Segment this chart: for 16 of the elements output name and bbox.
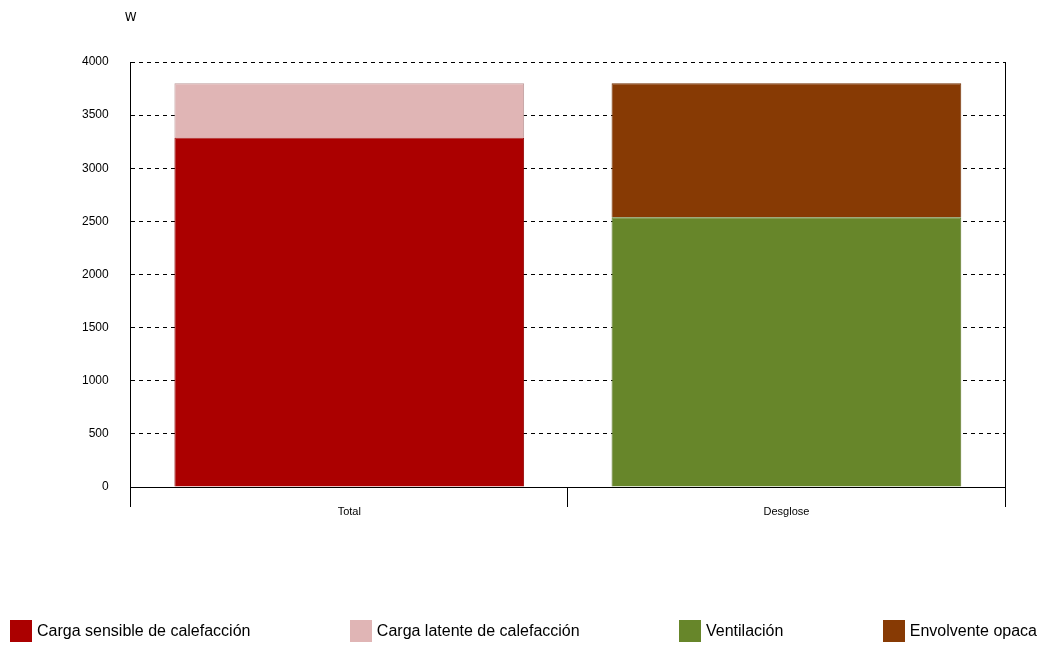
x-tick-label: Total — [337, 504, 361, 517]
legend-label: Envolvente opaca — [909, 622, 1037, 640]
y-tick-label: 0 — [102, 479, 110, 494]
legend-label: Ventilación — [706, 622, 784, 640]
x-tick-label: Desglose — [763, 504, 810, 517]
y-tick-label: 3000 — [81, 160, 110, 175]
y-tick-label: 2500 — [81, 213, 110, 228]
y-tick-label: 2000 — [81, 266, 110, 281]
legend-label: Carga latente de calefacción — [376, 622, 580, 640]
y-tick-label: 500 — [88, 426, 110, 441]
legend-label: Carga sensible de calefacción — [37, 622, 251, 640]
y-tick-label: 1000 — [81, 373, 110, 388]
y-tick-label: 3500 — [81, 107, 110, 122]
y-tick-label: 1500 — [81, 319, 110, 334]
y-axis-title: W — [124, 10, 137, 25]
y-tick-label: 4000 — [81, 54, 110, 69]
